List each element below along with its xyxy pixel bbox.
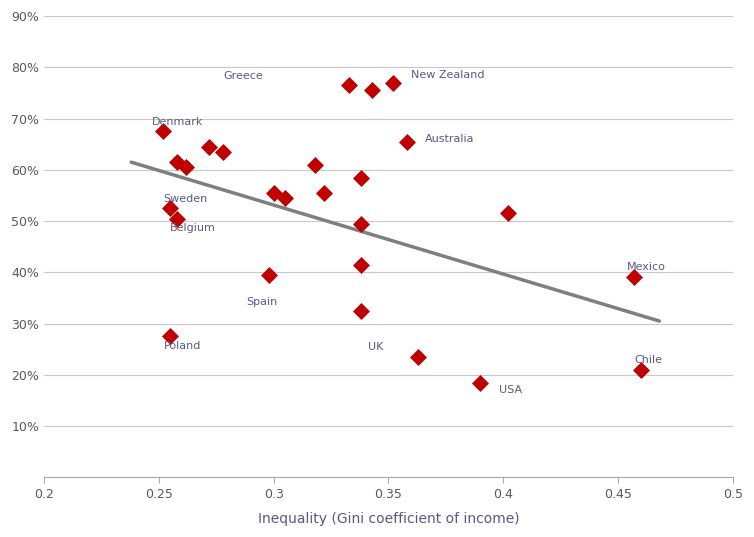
Point bbox=[343, 81, 355, 90]
Point bbox=[217, 148, 229, 156]
Point bbox=[164, 204, 176, 213]
Point bbox=[180, 163, 192, 172]
Point bbox=[164, 332, 176, 340]
Point bbox=[635, 366, 647, 374]
Point bbox=[401, 137, 413, 146]
Point bbox=[171, 214, 183, 223]
Text: Denmark: Denmark bbox=[152, 117, 204, 127]
Text: Sweden: Sweden bbox=[164, 194, 207, 204]
Point bbox=[502, 209, 514, 217]
Point bbox=[318, 188, 330, 197]
Text: USA: USA bbox=[498, 386, 522, 395]
Point bbox=[263, 271, 275, 279]
Point bbox=[204, 142, 216, 151]
Text: Greece: Greece bbox=[223, 71, 263, 81]
Point bbox=[309, 161, 321, 169]
Point bbox=[355, 220, 367, 228]
Point bbox=[268, 188, 280, 197]
Point bbox=[355, 260, 367, 269]
Point bbox=[387, 78, 399, 87]
Point bbox=[628, 273, 640, 282]
Point bbox=[171, 158, 183, 166]
Text: Belgium: Belgium bbox=[170, 223, 216, 233]
Text: Poland: Poland bbox=[164, 341, 201, 351]
Text: Chile: Chile bbox=[634, 354, 662, 365]
Point bbox=[474, 378, 486, 387]
Point bbox=[279, 194, 291, 202]
Point bbox=[412, 353, 425, 361]
Point bbox=[355, 173, 367, 182]
Text: Spain: Spain bbox=[246, 297, 277, 307]
Text: Australia: Australia bbox=[425, 134, 475, 144]
Point bbox=[355, 307, 367, 315]
Point bbox=[366, 86, 379, 95]
Text: New Zealand: New Zealand bbox=[412, 70, 485, 80]
X-axis label: Inequality (Gini coefficient of income): Inequality (Gini coefficient of income) bbox=[258, 512, 520, 526]
Text: UK: UK bbox=[368, 342, 383, 352]
Point bbox=[158, 127, 170, 136]
Text: Mexico: Mexico bbox=[627, 263, 666, 272]
